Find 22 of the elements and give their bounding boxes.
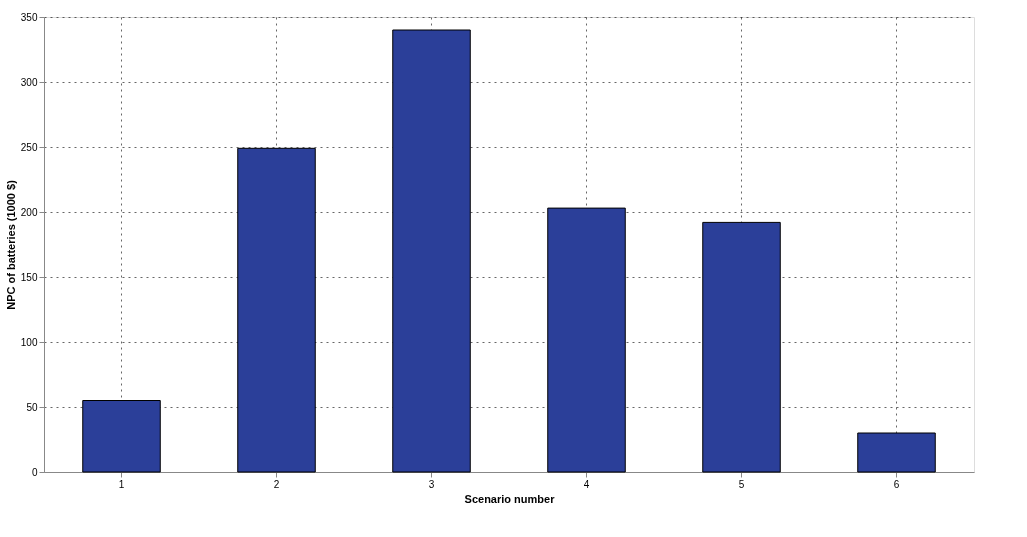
x-tick-label: 2 [273, 478, 280, 490]
y-axis-title: NPC of batteries (1000 $) [4, 179, 17, 310]
y-tick-label: 300 [20, 76, 38, 88]
x-tick-label: 5 [738, 478, 745, 490]
y-tick-label: 150 [20, 271, 38, 283]
y-tick-label: 350 [20, 11, 38, 23]
bar [82, 400, 161, 473]
x-tick-label: 4 [583, 478, 590, 490]
x-tick-label: 3 [428, 478, 435, 490]
x-axis-title: Scenario number [464, 492, 556, 505]
x-tick-label: 6 [893, 478, 900, 490]
bar [857, 432, 936, 473]
y-tick-label: 200 [20, 206, 38, 218]
bar [392, 29, 471, 473]
bar [547, 207, 626, 473]
bar [702, 221, 781, 473]
y-tick-label: 250 [20, 141, 38, 153]
y-tick-label: 100 [20, 336, 38, 348]
bar [237, 147, 316, 473]
x-tick-label: 1 [118, 478, 125, 490]
y-tick-label: 0 [31, 466, 38, 478]
y-tick-label: 50 [26, 401, 38, 413]
